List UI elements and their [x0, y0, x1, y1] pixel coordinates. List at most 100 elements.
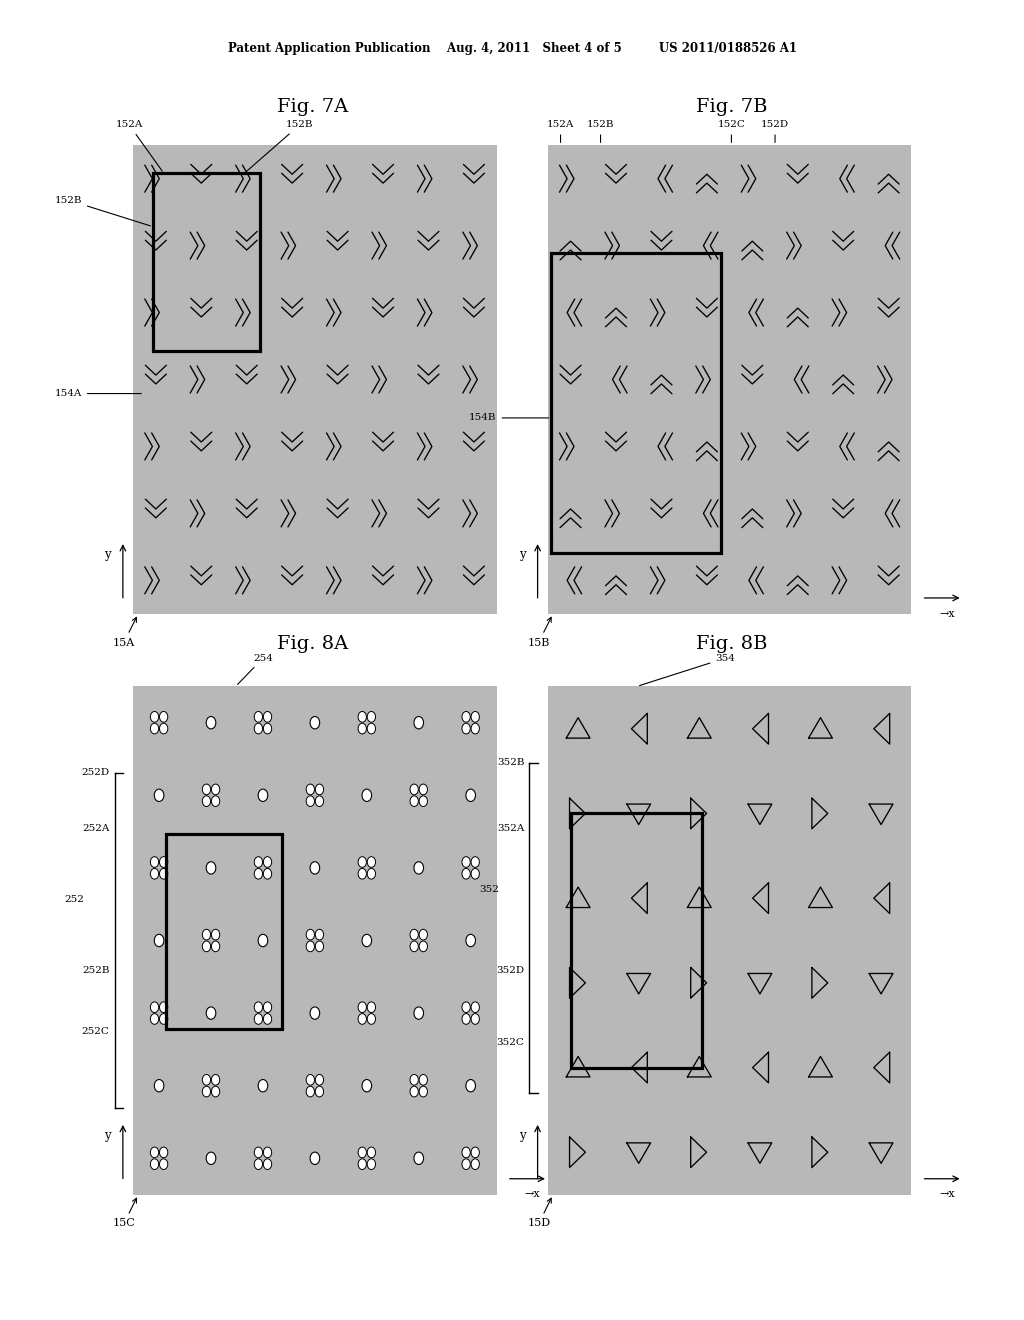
Circle shape	[358, 869, 367, 879]
Circle shape	[368, 723, 376, 734]
Text: 154B: 154B	[469, 413, 549, 422]
Circle shape	[151, 711, 159, 722]
Circle shape	[471, 711, 479, 722]
Circle shape	[254, 1002, 262, 1012]
Circle shape	[160, 1002, 168, 1012]
Circle shape	[462, 869, 470, 879]
Circle shape	[419, 941, 427, 952]
Text: 352C: 352C	[497, 1038, 524, 1047]
Bar	[552, 253, 721, 553]
Circle shape	[414, 1152, 424, 1164]
Circle shape	[315, 941, 324, 952]
Circle shape	[315, 1086, 324, 1097]
Circle shape	[263, 711, 271, 722]
Text: y: y	[519, 548, 525, 561]
Circle shape	[368, 1002, 376, 1012]
Circle shape	[315, 1074, 324, 1085]
Text: 152B: 152B	[54, 195, 151, 226]
Circle shape	[203, 1086, 211, 1097]
Circle shape	[203, 1074, 211, 1085]
Circle shape	[254, 869, 262, 879]
Text: Fig. 8A: Fig. 8A	[276, 635, 348, 653]
Circle shape	[462, 1159, 470, 1170]
Circle shape	[263, 869, 271, 879]
Circle shape	[160, 723, 168, 734]
Circle shape	[362, 935, 372, 946]
Circle shape	[306, 929, 314, 940]
Circle shape	[211, 929, 220, 940]
Circle shape	[358, 1147, 367, 1158]
Circle shape	[471, 723, 479, 734]
Circle shape	[203, 796, 211, 807]
Circle shape	[358, 711, 367, 722]
Circle shape	[263, 1159, 271, 1170]
Circle shape	[414, 717, 424, 729]
Circle shape	[358, 1159, 367, 1170]
Circle shape	[419, 1086, 427, 1097]
Circle shape	[151, 869, 159, 879]
Text: 252A: 252A	[82, 824, 110, 833]
Circle shape	[306, 1086, 314, 1097]
Text: y: y	[104, 548, 111, 561]
Text: 152D: 152D	[761, 120, 790, 143]
Text: 152B: 152B	[247, 120, 313, 172]
Text: 352B: 352B	[497, 758, 524, 767]
Circle shape	[206, 1152, 216, 1164]
Circle shape	[315, 796, 324, 807]
Circle shape	[151, 1147, 159, 1158]
Text: 352D: 352D	[497, 966, 524, 975]
Circle shape	[258, 1080, 267, 1092]
Circle shape	[151, 723, 159, 734]
Text: 252C: 252C	[82, 1027, 110, 1036]
Circle shape	[211, 1074, 220, 1085]
Circle shape	[306, 784, 314, 795]
Circle shape	[263, 723, 271, 734]
Circle shape	[160, 1014, 168, 1024]
Bar	[154, 173, 260, 351]
Circle shape	[410, 941, 419, 952]
Circle shape	[254, 1014, 262, 1024]
Bar	[548, 145, 911, 614]
Text: 252B: 252B	[82, 966, 110, 975]
Circle shape	[410, 796, 419, 807]
Circle shape	[211, 941, 220, 952]
Circle shape	[306, 796, 314, 807]
Text: 352A: 352A	[497, 824, 524, 833]
Text: 152A: 152A	[547, 120, 574, 143]
Circle shape	[258, 789, 267, 801]
Circle shape	[211, 784, 220, 795]
Circle shape	[203, 941, 211, 952]
Text: 152B: 152B	[587, 120, 614, 143]
Text: 15A: 15A	[113, 618, 136, 648]
Circle shape	[160, 869, 168, 879]
Circle shape	[462, 723, 470, 734]
Circle shape	[462, 1014, 470, 1024]
Text: 15B: 15B	[527, 618, 551, 648]
Circle shape	[362, 1080, 372, 1092]
Circle shape	[462, 1147, 470, 1158]
Bar	[133, 145, 497, 614]
Text: Fig. 7B: Fig. 7B	[696, 98, 768, 116]
Bar	[571, 813, 702, 1068]
Circle shape	[206, 862, 216, 874]
Text: →x: →x	[939, 1189, 955, 1200]
Circle shape	[471, 1014, 479, 1024]
Circle shape	[419, 796, 427, 807]
Circle shape	[211, 1086, 220, 1097]
Text: →x: →x	[524, 1189, 541, 1200]
Bar	[548, 686, 911, 1195]
Circle shape	[263, 1002, 271, 1012]
Circle shape	[410, 784, 419, 795]
Circle shape	[368, 1147, 376, 1158]
Circle shape	[160, 1147, 168, 1158]
Text: 252: 252	[65, 895, 84, 904]
Circle shape	[160, 857, 168, 867]
Text: Patent Application Publication    Aug. 4, 2011   Sheet 4 of 5         US 2011/01: Patent Application Publication Aug. 4, 2…	[227, 42, 797, 55]
Circle shape	[410, 929, 419, 940]
Circle shape	[462, 711, 470, 722]
Circle shape	[368, 857, 376, 867]
Circle shape	[151, 857, 159, 867]
Circle shape	[310, 1152, 319, 1164]
Circle shape	[462, 857, 470, 867]
Circle shape	[315, 929, 324, 940]
